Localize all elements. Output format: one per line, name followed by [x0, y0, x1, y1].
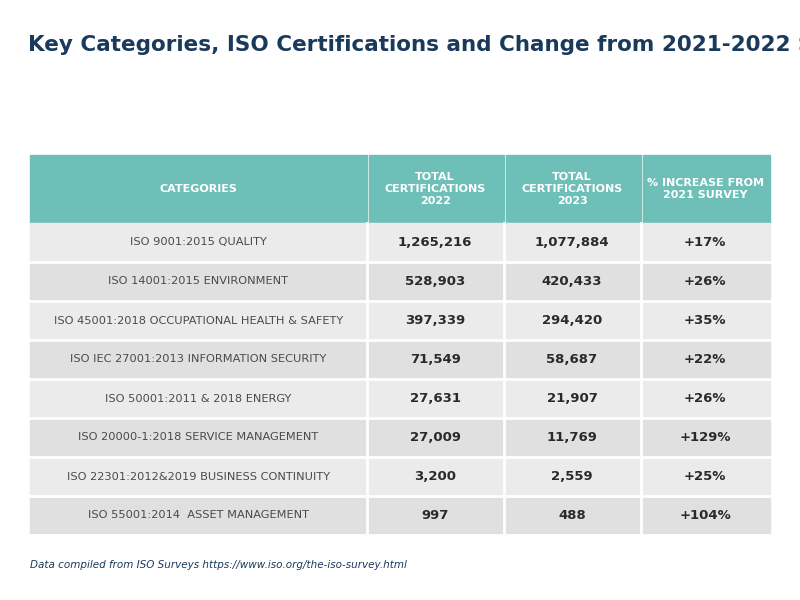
- Bar: [30, 379, 770, 418]
- Text: 27,009: 27,009: [410, 431, 461, 444]
- Bar: [30, 418, 770, 457]
- Bar: [369, 155, 504, 223]
- Text: 397,339: 397,339: [405, 314, 466, 327]
- Text: +26%: +26%: [684, 275, 726, 288]
- Text: 71,549: 71,549: [410, 353, 461, 366]
- Bar: [30, 223, 770, 262]
- Text: +22%: +22%: [684, 353, 726, 366]
- Bar: [30, 340, 770, 379]
- Text: +25%: +25%: [684, 470, 726, 483]
- Text: TOTAL
CERTIFICATIONS
2023: TOTAL CERTIFICATIONS 2023: [522, 172, 622, 206]
- Text: TOTAL
CERTIFICATIONS
2022: TOTAL CERTIFICATIONS 2022: [385, 172, 486, 206]
- Text: 1,265,216: 1,265,216: [398, 236, 472, 249]
- Text: ISO 20000-1:2018 SERVICE MANAGEMENT: ISO 20000-1:2018 SERVICE MANAGEMENT: [78, 433, 318, 443]
- Bar: [30, 262, 770, 301]
- Text: 488: 488: [558, 509, 586, 522]
- Text: +35%: +35%: [684, 314, 726, 327]
- Text: 528,903: 528,903: [405, 275, 466, 288]
- Text: ISO 50001:2011 & 2018 ENERGY: ISO 50001:2011 & 2018 ENERGY: [105, 394, 291, 403]
- Text: ISO IEC 27001:2013 INFORMATION SECURITY: ISO IEC 27001:2013 INFORMATION SECURITY: [70, 355, 326, 364]
- Text: ISO 9001:2015 QUALITY: ISO 9001:2015 QUALITY: [130, 238, 266, 247]
- Text: 2,559: 2,559: [551, 470, 593, 483]
- Text: 27,631: 27,631: [410, 392, 461, 405]
- Text: 997: 997: [422, 509, 449, 522]
- Text: +104%: +104%: [679, 509, 731, 522]
- Text: ISO 14001:2015 ENVIRONMENT: ISO 14001:2015 ENVIRONMENT: [108, 277, 288, 286]
- Text: ISO 55001:2014  ASSET MANAGEMENT: ISO 55001:2014 ASSET MANAGEMENT: [88, 511, 309, 520]
- Bar: [30, 496, 770, 535]
- Bar: [506, 155, 641, 223]
- Text: Key Categories, ISO Certifications and Change from 2021-2022 Surveys: Key Categories, ISO Certifications and C…: [28, 35, 800, 55]
- Text: 3,200: 3,200: [414, 470, 456, 483]
- Text: % INCREASE FROM
2021 SURVEY: % INCREASE FROM 2021 SURVEY: [646, 178, 764, 200]
- Text: +26%: +26%: [684, 392, 726, 405]
- Text: CATEGORIES: CATEGORIES: [159, 184, 238, 194]
- Text: 1,077,884: 1,077,884: [534, 236, 610, 249]
- Text: Data compiled from ISO Surveys https://www.iso.org/the-iso-survey.html: Data compiled from ISO Surveys https://w…: [30, 560, 407, 570]
- Text: 420,433: 420,433: [542, 275, 602, 288]
- Text: ISO 22301:2012&2019 BUSINESS CONTINUITY: ISO 22301:2012&2019 BUSINESS CONTINUITY: [66, 472, 330, 481]
- Bar: [30, 301, 770, 340]
- Bar: [30, 155, 366, 223]
- Text: +17%: +17%: [684, 236, 726, 249]
- Bar: [30, 457, 770, 496]
- Text: 58,687: 58,687: [546, 353, 598, 366]
- Text: 21,907: 21,907: [546, 392, 598, 405]
- Text: 294,420: 294,420: [542, 314, 602, 327]
- Bar: [642, 155, 770, 223]
- Text: ISO 45001:2018 OCCUPATIONAL HEALTH & SAFETY: ISO 45001:2018 OCCUPATIONAL HEALTH & SAF…: [54, 316, 343, 325]
- Text: 11,769: 11,769: [546, 431, 598, 444]
- Text: +129%: +129%: [679, 431, 731, 444]
